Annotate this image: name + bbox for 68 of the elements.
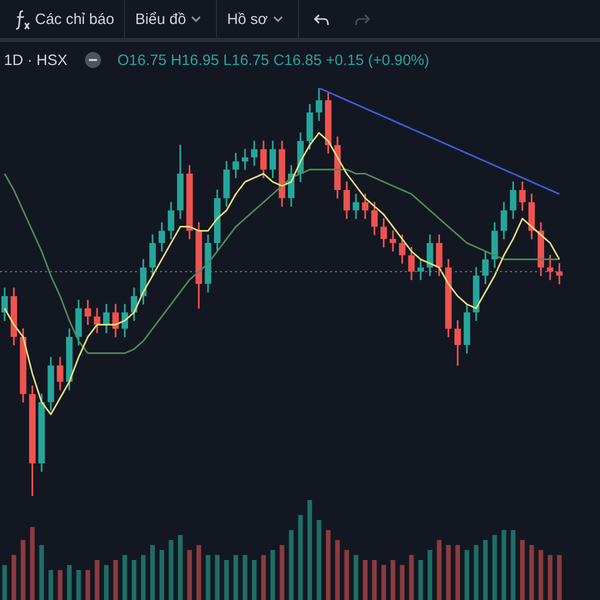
bar	[270, 550, 276, 600]
bar	[12, 555, 16, 600]
bar	[104, 565, 109, 600]
bar	[224, 560, 229, 600]
bar	[354, 555, 358, 600]
bar	[39, 545, 44, 600]
bar	[48, 570, 54, 600]
bar	[206, 555, 210, 600]
text: Các chỉ báo	[35, 10, 114, 28]
bar	[159, 550, 164, 600]
bar	[94, 560, 100, 600]
bar	[214, 555, 220, 600]
bar	[418, 560, 423, 600]
bar	[335, 540, 340, 600]
bar	[316, 520, 322, 600]
bar	[280, 545, 284, 600]
candlestick	[242, 148, 248, 170]
bar	[474, 545, 478, 600]
bar	[288, 530, 294, 600]
text: Biểu đồ	[135, 10, 186, 28]
bar	[86, 570, 90, 600]
bar	[252, 560, 257, 600]
bar	[326, 530, 331, 600]
bar	[233, 555, 238, 600]
bar	[178, 535, 183, 600]
bar	[30, 527, 35, 600]
bar	[455, 545, 460, 600]
bar	[2, 565, 7, 600]
chart-subtitle: O16.75 H16.95 L16.75 C16.85 +0.15 (+0.90%)	[117, 52, 430, 68]
bar	[67, 565, 72, 600]
bar	[483, 540, 488, 600]
bar	[362, 560, 368, 600]
chart-title: 1D · HSX	[3, 52, 68, 68]
bar	[307, 500, 312, 600]
bar	[150, 545, 155, 600]
bar	[58, 570, 62, 600]
bar	[298, 515, 303, 600]
bar	[428, 550, 432, 600]
bar	[502, 530, 506, 600]
bar	[372, 560, 377, 600]
bar	[557, 555, 562, 600]
bar	[113, 560, 118, 600]
bar	[196, 545, 202, 600]
bar	[76, 570, 81, 600]
bar	[141, 555, 146, 600]
bar	[510, 530, 516, 600]
bar	[390, 560, 396, 600]
bar	[538, 550, 544, 600]
bar	[122, 555, 128, 600]
bar	[446, 545, 451, 600]
bar	[492, 535, 497, 600]
bar	[261, 555, 266, 600]
candlestick	[390, 230, 396, 252]
bar	[132, 560, 136, 600]
bar	[20, 540, 26, 600]
bar	[529, 545, 534, 600]
bar	[400, 565, 405, 600]
bar	[436, 540, 442, 600]
bar	[168, 540, 174, 600]
text: Hồ sơ	[227, 10, 268, 28]
bar	[242, 555, 248, 600]
bar	[548, 555, 552, 600]
bar	[464, 550, 470, 600]
bar	[187, 550, 192, 600]
bar	[409, 555, 414, 600]
bar	[344, 550, 350, 600]
bar	[381, 565, 386, 600]
bar	[520, 540, 525, 600]
